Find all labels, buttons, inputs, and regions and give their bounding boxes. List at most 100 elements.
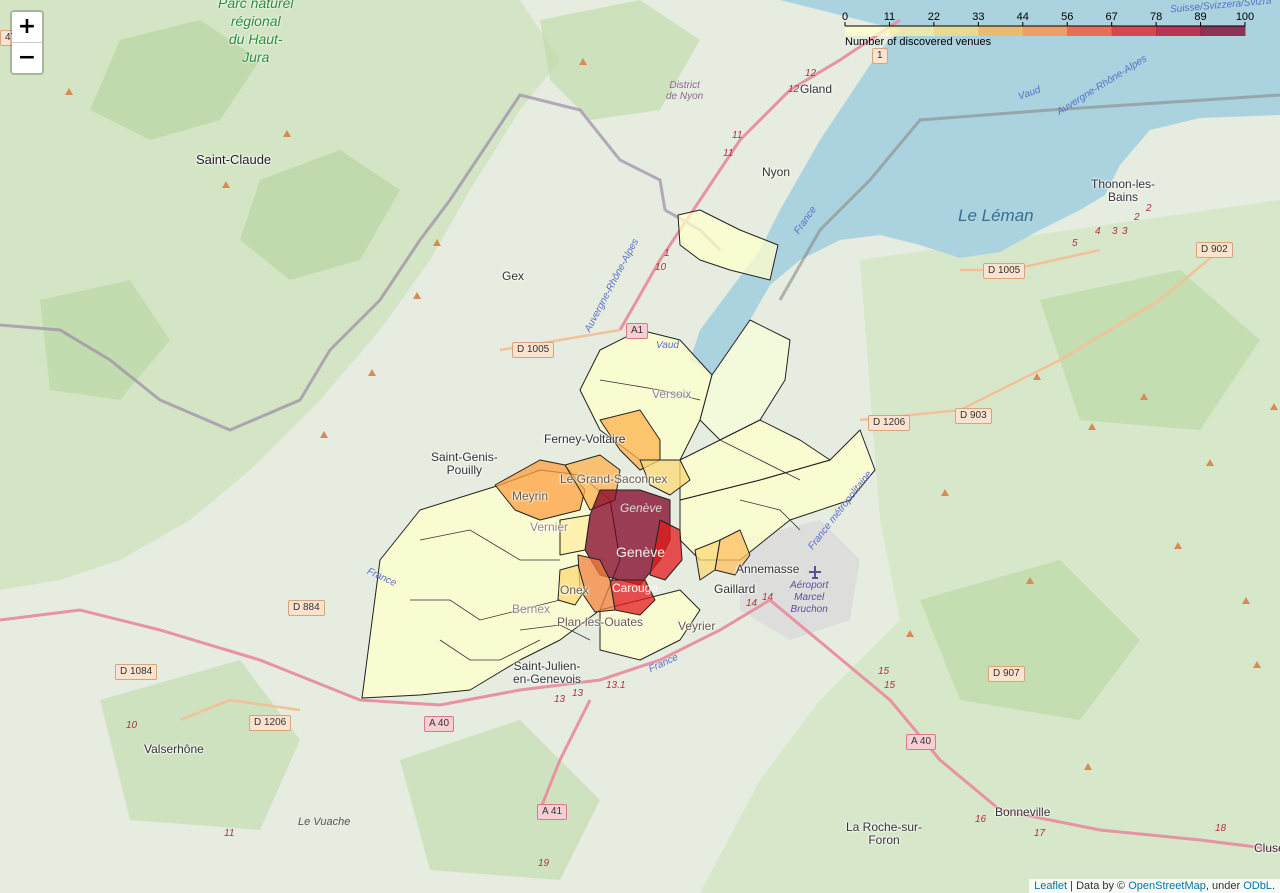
road-number: 15 [884, 680, 896, 691]
place-bernex: Bernex [512, 602, 551, 616]
road-number: 10 [655, 262, 667, 273]
road-shield: D 1206 [868, 415, 911, 431]
forest-patch [540, 0, 700, 120]
place-gex: Gex [502, 269, 525, 283]
motorway-shield: A 41 [537, 804, 568, 820]
legend-tick-label: 22 [928, 11, 940, 23]
attribution-text: . [1271, 880, 1275, 892]
road-number: 13 [572, 688, 584, 699]
road-number: 12 [805, 68, 817, 79]
place-cluses: Cluses [1254, 841, 1280, 855]
road-shield: D 884 [288, 600, 325, 616]
road-a1 [618, 18, 901, 331]
zoom-in-button[interactable]: + [12, 12, 42, 43]
legend-swatch [978, 26, 1024, 36]
road-shield: 1 [872, 48, 888, 64]
commune-vandoeuvres[interactable] [679, 419, 831, 501]
road-number: 14 [746, 598, 758, 609]
commune-chene[interactable] [694, 539, 721, 581]
road-number: 3 [1122, 226, 1128, 237]
legend-swatch [933, 26, 979, 36]
road-number: 13.1 [606, 680, 626, 691]
road-shield: D 1084 [115, 664, 158, 680]
leaflet-link[interactable]: Leaflet [1034, 880, 1068, 892]
road-shield: D 907 [988, 666, 1025, 682]
legend-swatch [1156, 26, 1202, 36]
road-a40 [769, 598, 1280, 852]
road-number: 3 [1112, 226, 1118, 237]
border-label-vaud-mid: Vaud [656, 340, 679, 351]
legend-tick-label: 67 [1106, 11, 1118, 23]
road-number: 11 [732, 130, 743, 141]
place-versoix: Versoix [652, 387, 692, 401]
commune-borders [410, 379, 801, 661]
commune-chambesy[interactable] [639, 459, 691, 496]
road-shield: D 1005 [512, 342, 555, 358]
legend-tick-label: 56 [1061, 11, 1073, 23]
road-shield: D 1005 [983, 263, 1026, 279]
attribution-text: , under [1205, 880, 1244, 892]
road-number: 17 [1034, 828, 1046, 839]
odbl-link[interactable]: ODbL [1243, 880, 1272, 892]
legend-tick-label: 89 [1194, 11, 1206, 23]
road-number: 12 [788, 84, 800, 95]
commune-vaud-north[interactable] [677, 209, 779, 281]
motorway-shield: A 40 [424, 716, 455, 732]
motorway-shield: A1 [626, 323, 649, 339]
legend-tick-label: 0 [842, 11, 848, 23]
commune-onex[interactable] [557, 564, 586, 606]
road-number: 11 [723, 148, 734, 159]
place-la-roche: La Roche-sur- Foron [846, 820, 923, 847]
forest-patch [240, 150, 400, 280]
motorway-shield: A 40 [906, 734, 937, 750]
place-saint-claude: Saint-Claude [196, 152, 272, 167]
zoom-out-button[interactable]: − [12, 43, 42, 73]
legend-tick-label: 11 [884, 11, 895, 23]
legend-swatch [1200, 26, 1246, 36]
place-geneve: Genève [616, 544, 666, 560]
road-number: 1 [664, 248, 670, 259]
airport-label: Aéroport Marcel Bruchon [790, 580, 829, 615]
road-number: 4 [1095, 226, 1101, 237]
road-number: 18 [1215, 823, 1227, 834]
forest-patch [90, 20, 260, 140]
road-d1206 [179, 698, 301, 722]
commune-vernier[interactable] [559, 514, 591, 556]
road-number: 5 [1072, 238, 1078, 249]
peak-markers [65, 58, 1278, 770]
place-nyon: Nyon [762, 165, 791, 179]
forest-patch [1040, 270, 1260, 430]
road-shield: D 903 [955, 408, 992, 424]
place-gland: Gland [800, 82, 833, 96]
place-carouge: Carouge [612, 581, 659, 595]
place-plan-les-ouates: Plan-les-Ouates [557, 615, 644, 629]
road-shield: D 1206 [249, 715, 292, 731]
attribution: Leaflet | Data by © OpenStreetMap, under… [1029, 879, 1280, 893]
forest-patch [40, 280, 170, 400]
legend-tick-label: 100 [1236, 11, 1254, 23]
forest-jura [0, 0, 560, 590]
commune-collonge[interactable] [699, 319, 791, 441]
road-number: 19 [538, 858, 550, 869]
legend-caption: Number of discovered venues [845, 36, 992, 48]
legend-scale: 0 11 22 33 44 56 67 78 89 100 [842, 11, 1254, 36]
osm-link[interactable]: OpenStreetMap [1128, 880, 1206, 892]
place-ferney: Ferney-Voltaire [544, 432, 626, 446]
commune-meyrin[interactable] [494, 459, 586, 521]
place-bonneville: Bonneville [995, 805, 1051, 819]
road-d1206 [859, 249, 1221, 422]
place-meyrin: Meyrin [512, 489, 549, 503]
attribution-text: | Data by © [1067, 880, 1129, 892]
commune-eaux-vives[interactable] [649, 519, 683, 581]
place-gaillard: Gaillard [714, 582, 756, 596]
place-le-vuache: Le Vuache [298, 816, 351, 828]
road-shield: D 902 [1196, 242, 1233, 258]
border-lake [778, 93, 1280, 301]
choropleth [361, 209, 876, 699]
legend-swatch [845, 26, 890, 36]
forest-patch [920, 560, 1140, 720]
road-a41 [538, 699, 592, 811]
legend-swatch [1022, 26, 1068, 36]
